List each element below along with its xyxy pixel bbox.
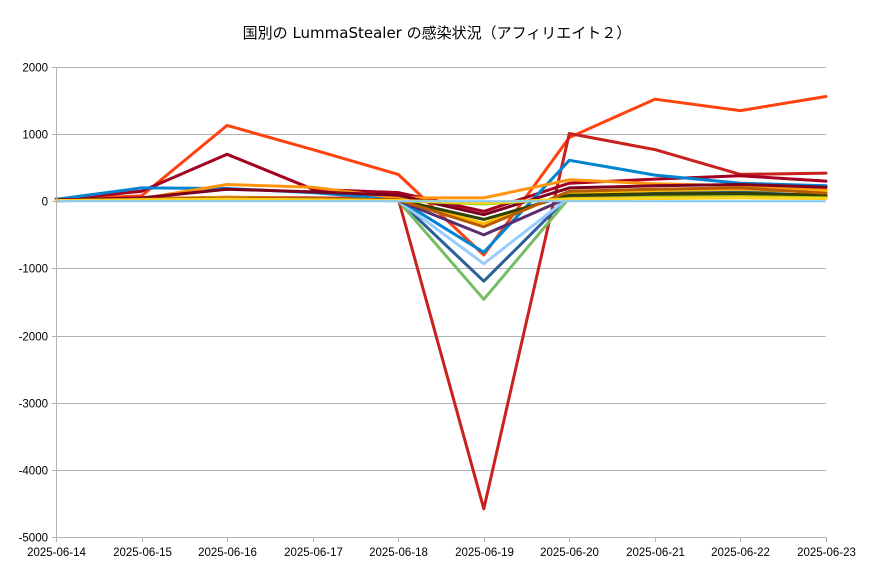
series-lines	[54, 95, 828, 511]
x-tick-label: 2025-06-17	[284, 547, 343, 559]
y-tick-label: -4000	[19, 466, 48, 478]
x-tick-label: 2025-06-18	[369, 547, 428, 559]
series-line-series-11	[54, 183, 828, 217]
x-tick-label: 2025-06-21	[626, 547, 685, 559]
x-tick-label: 2025-06-16	[198, 547, 257, 559]
x-tick-label: 2025-06-19	[455, 547, 514, 559]
y-tick-label: 0	[42, 197, 48, 209]
y-tick-label: -1000	[19, 264, 48, 276]
x-tick-label: 2025-06-20	[540, 547, 599, 559]
chart-title: 国別の LummaStealer の感染状況（アフィリエイト２）	[243, 24, 632, 42]
y-tick-labels: 2000 1000 0 -1000 -2000 -3000 -4000 -5000	[19, 63, 48, 545]
y-tick-label: -5000	[19, 533, 48, 545]
x-tick-label: 2025-06-14	[27, 547, 86, 559]
series-line-series-7	[54, 158, 828, 254]
gridlines	[52, 67, 826, 538]
y-tick-label: -2000	[19, 332, 48, 344]
y-tick-label: 1000	[22, 130, 48, 142]
x-tick-label: 2025-06-23	[797, 547, 856, 559]
x-tick-label: 2025-06-15	[113, 547, 172, 559]
y-tick-label: -3000	[19, 399, 48, 411]
axes	[56, 67, 827, 542]
x-tick-labels: 2025-06-14 2025-06-15 2025-06-16 2025-06-17…	[27, 547, 856, 559]
x-tick-label: 2025-06-22	[711, 547, 770, 559]
y-tick-label: 2000	[22, 63, 48, 75]
